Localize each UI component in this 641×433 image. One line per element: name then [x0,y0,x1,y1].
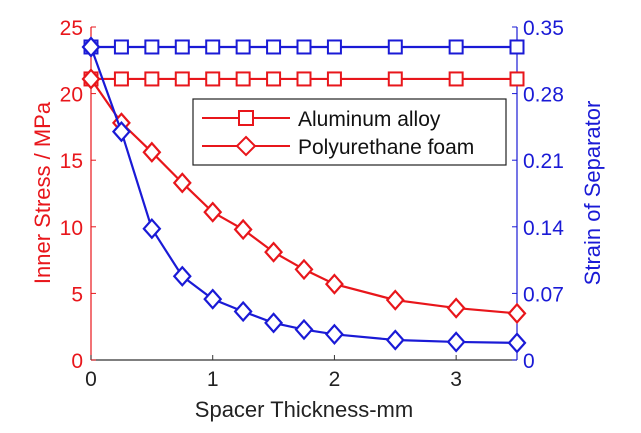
diamond-marker [203,201,223,223]
y-right-tick-label: 0.35 [523,17,564,40]
diamond-marker [111,121,131,143]
y-left-tick-label: 10 [60,217,83,240]
diamond-marker [446,331,466,353]
diamond-marker [172,265,192,287]
x-tick-label: 1 [207,368,219,391]
diamond-marker [507,332,527,354]
square-marker [266,39,282,55]
diamond-marker [142,141,162,163]
square-marker [509,39,525,55]
diamond-marker [324,323,344,345]
square-marker [113,39,129,55]
y-left-axis-label: Inner Stress / MPa [30,101,55,284]
square-marker [174,71,190,87]
diamond-marker [385,289,405,311]
legend-label-foam: Polyurethane foam [298,136,474,159]
x-tick-label: 0 [85,368,97,391]
diamond-marker [294,318,314,341]
square-marker [266,71,282,87]
diamond-marker [324,273,344,295]
diamond-marker [203,288,223,310]
square-marker [205,39,221,55]
x-tick-label: 2 [329,368,341,391]
diamond-marker [294,258,314,281]
y-left-tick-label: 20 [60,84,83,107]
y-left-tick-label: 15 [60,150,83,173]
y-right-tick-label: 0.14 [523,217,564,240]
square-marker [113,71,129,87]
square-marker [296,71,312,87]
y-right-tick-label: 0.28 [523,84,564,107]
y-right-tick-label: 0.21 [523,150,564,173]
diamond-marker [507,302,527,325]
diamond-marker [142,218,162,240]
diamond-marker [81,36,101,58]
y-left-tick-label: 0 [71,350,83,373]
square-marker [326,71,342,87]
diamond-marker [81,68,101,90]
diamond-marker [233,218,253,241]
y-left-tick-label: 25 [60,17,83,40]
square-marker [326,39,342,55]
y-right-axis-label: Strain of Separator [580,101,605,286]
y-right-tick-label: 0.07 [523,283,564,306]
legend: Aluminum alloy Polyurethane foam [192,98,507,166]
legend-label-aluminum: Aluminum alloy [298,108,441,131]
x-axis-label: Spacer Thickness-mm [195,397,413,422]
square-marker [205,71,221,87]
y-right-tick-label: 0 [523,350,535,373]
diamond-marker [385,329,405,351]
square-marker [144,71,160,87]
x-tick-label: 3 [450,368,462,391]
square-marker [296,39,312,55]
diamond-marker [446,297,466,319]
legend-marker-square [238,110,254,126]
diamond-marker [264,241,284,263]
square-marker [448,39,464,55]
diamond-marker [172,172,192,194]
square-marker [448,71,464,87]
square-marker [235,71,251,87]
diamond-marker [233,300,253,323]
diamond-marker [264,312,284,334]
legend-marker-diamond [235,135,257,157]
square-marker [144,39,160,55]
series-line-3 [89,46,518,344]
square-marker [509,71,525,87]
square-marker [174,39,190,55]
square-marker [235,39,251,55]
square-marker [387,71,403,87]
square-marker [387,39,403,55]
y-left-tick-label: 5 [71,283,83,306]
